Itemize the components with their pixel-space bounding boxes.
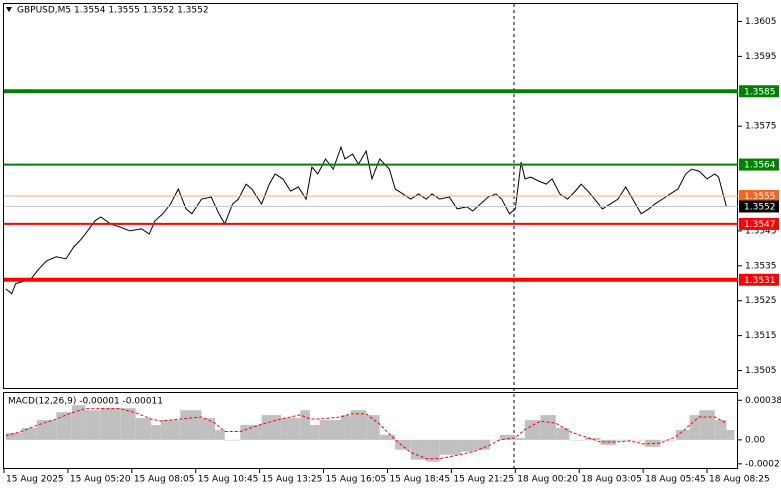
x-tick-label: 15 Aug 10:45 bbox=[198, 475, 259, 485]
macd-histogram-bar bbox=[439, 439, 462, 455]
macd-histogram-bar bbox=[714, 420, 727, 440]
macd-histogram-bar bbox=[36, 420, 57, 440]
macd-histogram-bar bbox=[280, 418, 301, 440]
level-label: 1.3531 bbox=[744, 276, 776, 286]
x-tick-label: 15 Aug 21:25 bbox=[453, 475, 514, 485]
x-tick-label: 18 Aug 00:20 bbox=[517, 475, 578, 485]
level-label: 1.3547 bbox=[744, 220, 776, 230]
level-label-bg bbox=[739, 217, 779, 230]
x-tick-label: 18 Aug 03:05 bbox=[581, 475, 642, 485]
macd-histogram-bar bbox=[585, 437, 601, 440]
macd-histogram-bar bbox=[224, 439, 241, 441]
macd-histogram-bar bbox=[319, 420, 341, 440]
macd-histogram-bar bbox=[85, 410, 101, 440]
y-tick-label: 1.3575 bbox=[745, 122, 777, 132]
y-tick-label: -0.00023 bbox=[745, 459, 781, 469]
macd-histogram-bar bbox=[410, 439, 427, 460]
macd-histogram-bar bbox=[569, 439, 586, 441]
x-tick-label: 15 Aug 16:05 bbox=[326, 475, 387, 485]
level-label-bg bbox=[739, 273, 779, 286]
macd-histogram-bar bbox=[350, 410, 367, 440]
macd-histogram-bar bbox=[395, 439, 411, 450]
macd-histogram-bar bbox=[120, 408, 136, 440]
macd-histogram-bar bbox=[56, 412, 72, 440]
y-tick-label: 1.3525 bbox=[745, 296, 777, 306]
y-tick-label: 1.3535 bbox=[745, 261, 777, 271]
macd-histogram-bar bbox=[261, 415, 281, 440]
macd-histogram-bar bbox=[180, 410, 202, 440]
level-label-bg bbox=[739, 85, 779, 98]
macd-histogram-bar bbox=[100, 408, 121, 440]
macd-histogram-bar bbox=[135, 418, 152, 440]
y-tick-label: 1.3605 bbox=[745, 17, 777, 27]
macd-histogram-bar bbox=[215, 429, 225, 440]
y-tick-label: 1.3545 bbox=[745, 226, 777, 236]
menu-triangle bbox=[6, 7, 12, 12]
macd-histogram-bar bbox=[540, 415, 556, 440]
y-tick-label: 1.3595 bbox=[745, 52, 777, 62]
chart-title: GBPUSD,M5 1.3554 1.3555 1.3552 1.3552 bbox=[17, 6, 209, 16]
level-label-bg bbox=[739, 200, 779, 213]
macd-histogram-bar bbox=[426, 439, 440, 462]
macd-histogram-bar bbox=[71, 405, 86, 440]
x-tick-label: 15 Aug 13:25 bbox=[262, 475, 323, 485]
y-tick-label: 1.3515 bbox=[745, 331, 777, 341]
macd-histogram-bar bbox=[160, 420, 181, 440]
level-label-bg bbox=[739, 158, 779, 171]
macd-histogram-bar bbox=[524, 420, 541, 440]
macd-histogram-bar bbox=[461, 439, 475, 452]
macd-histogram-bar bbox=[309, 424, 320, 440]
macd-histogram-bar bbox=[689, 415, 700, 440]
macd-histogram-bar bbox=[726, 429, 735, 440]
x-tick-label: 15 Aug 08:05 bbox=[134, 475, 195, 485]
macd-histogram-bar bbox=[201, 418, 216, 440]
macd-histogram-bar bbox=[629, 439, 646, 441]
x-tick-label: 15 Aug 05:20 bbox=[70, 475, 131, 485]
price-line bbox=[5, 145, 727, 295]
macd-histogram-bar bbox=[151, 424, 161, 440]
macd-histogram-bar bbox=[499, 434, 516, 440]
plot-layer bbox=[4, 89, 738, 462]
macd-histogram-bar bbox=[379, 434, 396, 440]
macd-title: MACD(12,26,9) -0.00001 -0.00011 bbox=[8, 397, 163, 407]
x-tick-label: 15 Aug 2025 bbox=[6, 475, 64, 485]
macd-signal-line bbox=[5, 408, 727, 460]
macd-histogram-bar bbox=[474, 439, 491, 450]
level-label: 1.3585 bbox=[744, 87, 776, 97]
level-label: 1.3555 bbox=[744, 192, 776, 202]
macd-histogram-bar bbox=[515, 437, 525, 440]
level-label-bg bbox=[739, 190, 779, 202]
y-tick-label: 0.00 bbox=[745, 435, 765, 445]
y-tick-label: 1.3505 bbox=[745, 366, 777, 376]
macd-histogram-bar bbox=[490, 439, 500, 441]
macd-histogram-bar bbox=[366, 415, 380, 440]
macd-histogram-bar bbox=[676, 429, 690, 440]
macd-histogram-bar bbox=[21, 428, 37, 440]
x-tick-label: 15 Aug 18:45 bbox=[389, 475, 450, 485]
macd-histogram-bar bbox=[240, 424, 262, 440]
level-label: 1.3552 bbox=[744, 202, 776, 212]
x-tick-label: 18 Aug 05:45 bbox=[645, 475, 706, 485]
x-tick-label: 18 Aug 08:25 bbox=[709, 475, 770, 485]
macd-histogram-bar bbox=[340, 415, 351, 440]
y-tick-label: 0.00038 bbox=[745, 396, 781, 406]
macd-frame bbox=[3, 392, 738, 469]
macd-histogram-bar bbox=[5, 432, 22, 440]
macd-histogram-bar bbox=[699, 410, 715, 440]
level-label: 1.3564 bbox=[744, 161, 776, 171]
macd-histogram-bar bbox=[300, 410, 310, 440]
macd-histogram-bar bbox=[615, 439, 630, 441]
macd-histogram-bar bbox=[555, 428, 570, 440]
